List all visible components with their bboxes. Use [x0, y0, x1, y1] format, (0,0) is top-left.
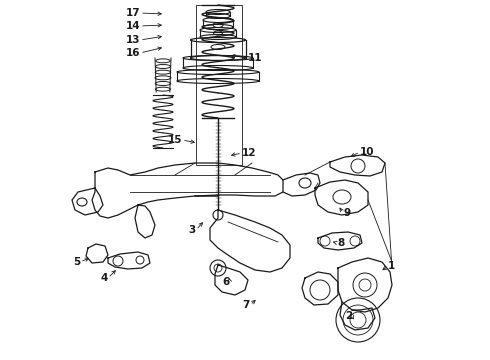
- Text: 1: 1: [388, 261, 395, 271]
- Text: 11: 11: [248, 53, 263, 63]
- Text: 4: 4: [100, 273, 108, 283]
- Text: 12: 12: [242, 148, 256, 158]
- Text: 13: 13: [125, 35, 140, 45]
- Text: 10: 10: [360, 147, 374, 157]
- Text: 16: 16: [125, 48, 140, 58]
- Text: 15: 15: [168, 135, 182, 145]
- Text: 3: 3: [189, 225, 196, 235]
- Text: 6: 6: [223, 277, 230, 287]
- Text: 9: 9: [343, 208, 350, 218]
- Text: 8: 8: [337, 238, 344, 248]
- Text: 14: 14: [125, 21, 140, 31]
- Text: 5: 5: [73, 257, 80, 267]
- Text: 2: 2: [345, 311, 352, 321]
- Text: 7: 7: [243, 300, 250, 310]
- Text: 17: 17: [125, 8, 140, 18]
- Bar: [196, 5, 242, 165]
